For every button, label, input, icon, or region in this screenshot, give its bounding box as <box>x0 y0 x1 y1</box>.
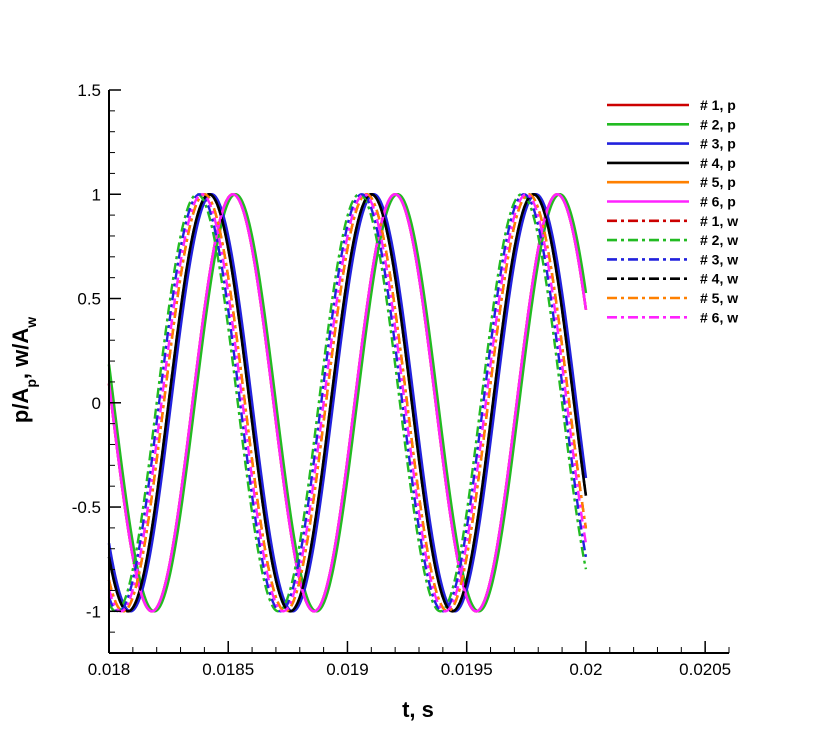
y-axis-title: p/Ap, w/Aw <box>8 317 39 423</box>
y-tick-label: 0.5 <box>77 290 101 309</box>
series-line-8 <box>107 193 588 613</box>
legend-label-1: # 1, p <box>700 97 736 113</box>
series-line-10 <box>107 193 588 613</box>
legend-label-4: # 4, p <box>700 155 736 171</box>
y-title-p-sub: p <box>23 379 39 388</box>
y-tick-label: -1 <box>86 602 101 621</box>
y-title-w: , w/A <box>8 328 33 379</box>
y-tick-label: 1 <box>92 185 101 204</box>
y-tick-label: 1.5 <box>77 81 101 100</box>
y-title-w-sub: w <box>23 317 39 329</box>
legend-label-6: # 6, p <box>700 194 736 210</box>
series-line-12 <box>107 193 588 613</box>
legend-label-7: # 1, w <box>700 213 738 229</box>
x-tick-label: 0.019 <box>326 660 369 679</box>
y-tick-label: -0.5 <box>72 498 101 517</box>
x-tick-label: 0.0205 <box>679 660 731 679</box>
axes <box>108 90 729 654</box>
series-line-11 <box>107 193 588 613</box>
plot-lines <box>107 192 588 613</box>
legend-label-9: # 3, w <box>700 251 738 267</box>
legend-label-2: # 2, p <box>700 116 736 132</box>
ticks: 0.018 0.0185 0.019 0.0195 0.02 0.0205 -1 -0.5 0 0… <box>72 81 731 679</box>
legend-label-8: # 2, w <box>700 232 738 248</box>
x-tick-label: 0.0185 <box>202 660 254 679</box>
x-tick-label: 0.018 <box>88 660 131 679</box>
series-line-2 <box>107 192 588 613</box>
legend-label-11: # 5, w <box>700 290 738 306</box>
y-tick-label: 0 <box>92 394 101 413</box>
series-line-6 <box>107 192 588 613</box>
legend-label-5: # 5, p <box>700 174 736 190</box>
legend: # 1, p # 2, p # 3, p # 4, p # 5, p # 6, p # 1,… <box>607 97 738 325</box>
series-line-3 <box>107 192 588 613</box>
x-tick-label: 0.0195 <box>441 660 493 679</box>
legend-label-3: # 3, p <box>700 136 736 152</box>
y-title-p: p/A <box>8 388 33 424</box>
x-axis-title: t, s <box>402 697 434 722</box>
legend-label-10: # 4, w <box>700 271 738 287</box>
legend-label-12: # 6, w <box>700 309 738 325</box>
x-tick-label: 0.02 <box>569 660 602 679</box>
series-line-9 <box>107 193 588 613</box>
